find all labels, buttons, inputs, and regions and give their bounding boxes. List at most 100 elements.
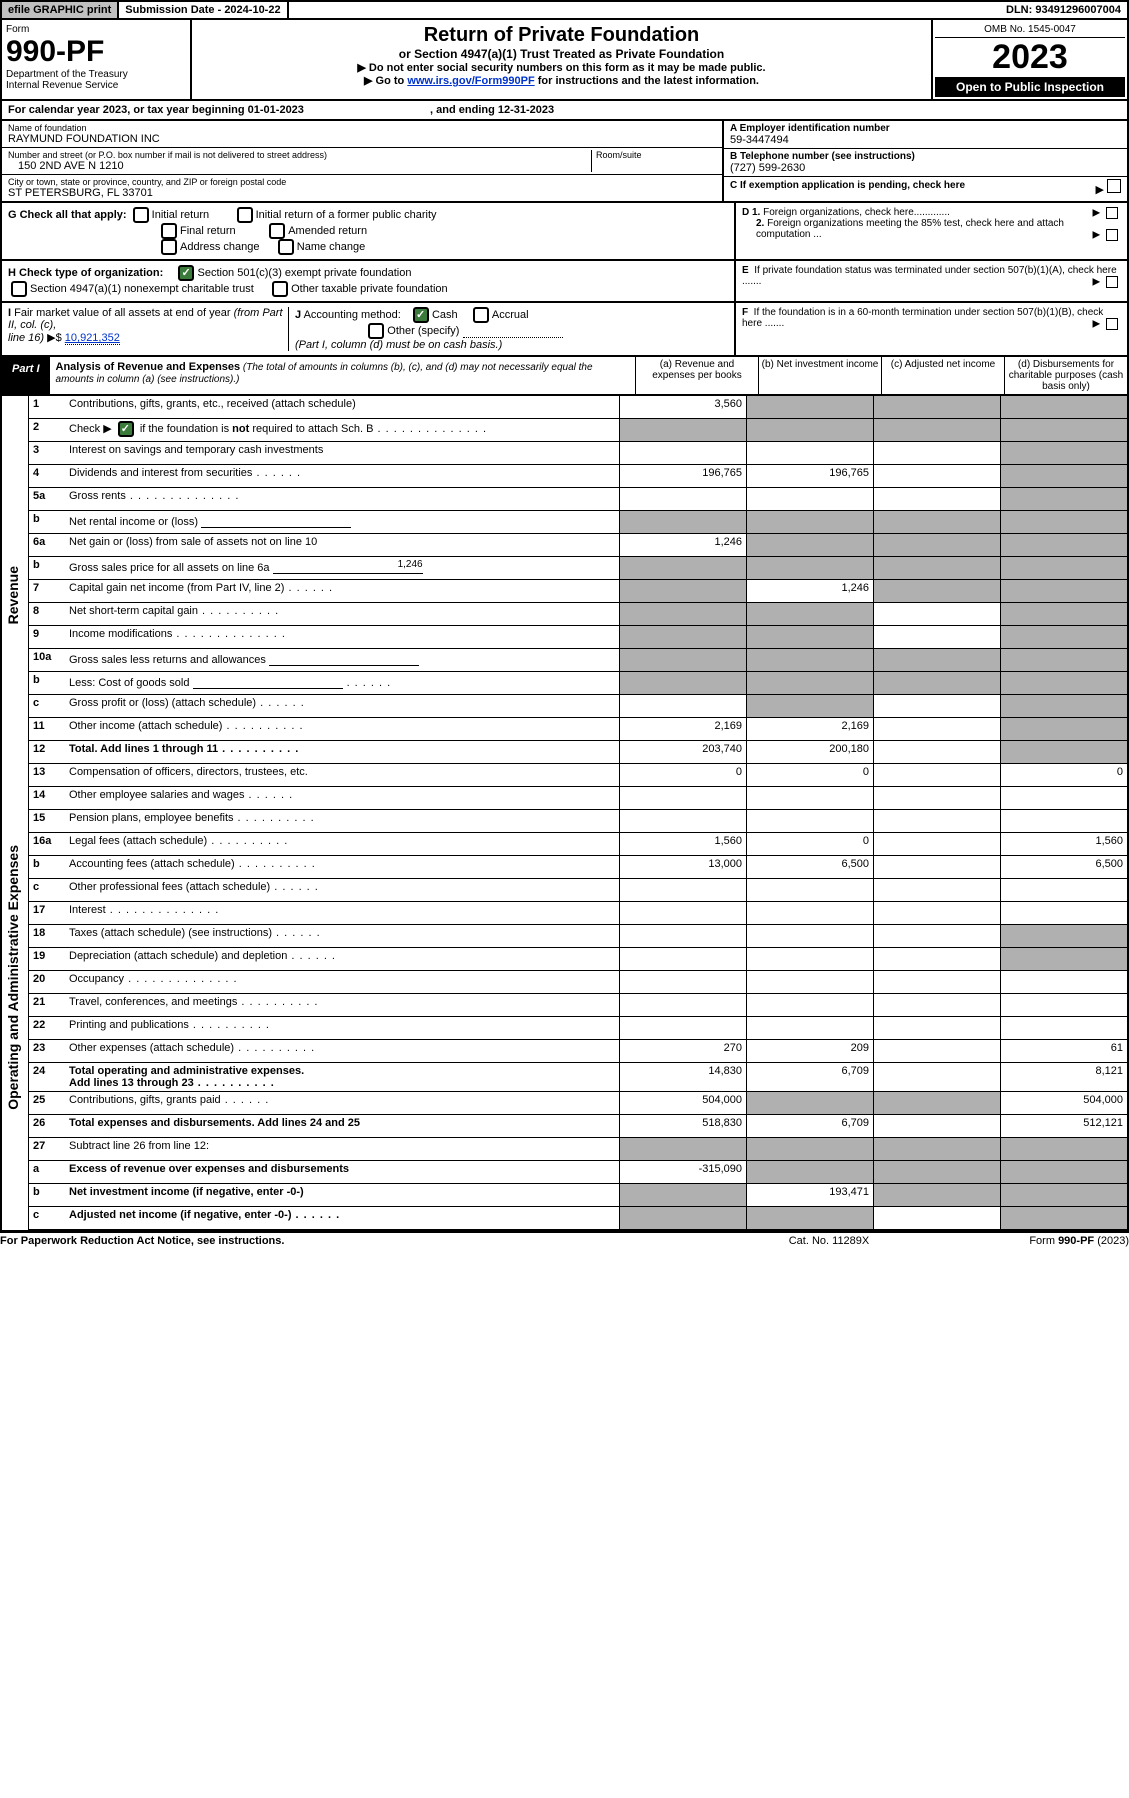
h-label: H Check type of organization: bbox=[8, 267, 163, 279]
row-number: c bbox=[29, 879, 67, 901]
cell-col-b bbox=[746, 1138, 873, 1160]
cell-col-a: 203,740 bbox=[619, 741, 746, 763]
row-description: Capital gain net income (from Part IV, l… bbox=[67, 580, 619, 602]
e-checkbox[interactable] bbox=[1106, 276, 1118, 288]
cell-col-c bbox=[873, 465, 1000, 487]
row-description: Other expenses (attach schedule) bbox=[67, 1040, 619, 1062]
efile-print[interactable]: efile GRAPHIC print bbox=[2, 2, 119, 18]
cell-col-d: 512,121 bbox=[1000, 1115, 1127, 1137]
other-method-checkbox[interactable] bbox=[368, 323, 384, 339]
amended-return-checkbox[interactable] bbox=[269, 223, 285, 239]
table-row: 13Compensation of officers, directors, t… bbox=[29, 764, 1127, 787]
cell-col-c bbox=[873, 810, 1000, 832]
f-line: F If the foundation is in a 60-month ter… bbox=[742, 307, 1121, 329]
cell-col-c bbox=[873, 603, 1000, 625]
table-row: 22Printing and publications bbox=[29, 1017, 1127, 1040]
d2-line: 2. Foreign organizations meeting the 85%… bbox=[742, 218, 1121, 240]
row-description: Interest bbox=[67, 902, 619, 924]
cell-col-d: 0 bbox=[1000, 764, 1127, 786]
cell-col-d: 8,121 bbox=[1000, 1063, 1127, 1091]
ein-value: 59-3447494 bbox=[730, 134, 1121, 146]
row-number: 11 bbox=[29, 718, 67, 740]
arrow-icon: ▶ bbox=[1093, 318, 1121, 330]
row-number: 3 bbox=[29, 442, 67, 464]
cell-col-b bbox=[746, 511, 873, 533]
row-description: Interest on savings and temporary cash i… bbox=[67, 442, 619, 464]
d1-checkbox[interactable] bbox=[1106, 207, 1118, 219]
inline-input[interactable] bbox=[201, 513, 351, 528]
row-number: b bbox=[29, 672, 67, 694]
cell-col-c bbox=[873, 1040, 1000, 1062]
cell-col-a: 196,765 bbox=[619, 465, 746, 487]
inline-input[interactable] bbox=[193, 674, 343, 689]
cell-col-b bbox=[746, 672, 873, 694]
cell-col-b: 200,180 bbox=[746, 741, 873, 763]
paperwork-notice: For Paperwork Reduction Act Notice, see … bbox=[0, 1235, 729, 1247]
city-label: City or town, state or province, country… bbox=[8, 177, 716, 187]
opt-cash: Cash bbox=[432, 309, 458, 321]
cell-col-b bbox=[746, 488, 873, 510]
cell-col-a bbox=[619, 879, 746, 901]
cell-col-c bbox=[873, 1184, 1000, 1206]
inline-input[interactable] bbox=[269, 651, 419, 666]
city-state-zip: ST PETERSBURG, FL 33701 bbox=[8, 187, 716, 199]
opt-4947: Section 4947(a)(1) nonexempt charitable … bbox=[30, 283, 254, 295]
cell-col-d bbox=[1000, 580, 1127, 602]
row-description: Subtract line 26 from line 12: bbox=[67, 1138, 619, 1160]
cell-col-b: 6,500 bbox=[746, 856, 873, 878]
cell-col-a bbox=[619, 1138, 746, 1160]
cell-col-a bbox=[619, 971, 746, 993]
row-number: 23 bbox=[29, 1040, 67, 1062]
cell-col-b bbox=[746, 695, 873, 717]
name-change-checkbox[interactable] bbox=[278, 239, 294, 255]
cell-col-a: 1,246 bbox=[619, 534, 746, 556]
final-return-checkbox[interactable] bbox=[161, 223, 177, 239]
cell-col-b: 0 bbox=[746, 833, 873, 855]
cell-col-c bbox=[873, 534, 1000, 556]
row-description: Less: Cost of goods sold bbox=[67, 672, 619, 694]
cell-col-a bbox=[619, 442, 746, 464]
initial-former-checkbox[interactable] bbox=[237, 207, 253, 223]
row-number: 2 bbox=[29, 419, 67, 441]
table-row: 2Check ▶ if the foundation is not requir… bbox=[29, 419, 1127, 442]
cell-col-d: 6,500 bbox=[1000, 856, 1127, 878]
schb-checkbox[interactable] bbox=[118, 421, 134, 437]
row-number: b bbox=[29, 1184, 67, 1206]
cell-col-b bbox=[746, 534, 873, 556]
cell-col-a bbox=[619, 994, 746, 1016]
initial-return-checkbox[interactable] bbox=[133, 207, 149, 223]
cell-col-a bbox=[619, 925, 746, 947]
4947-checkbox[interactable] bbox=[11, 281, 27, 297]
f-checkbox[interactable] bbox=[1106, 318, 1118, 330]
cell-col-d bbox=[1000, 534, 1127, 556]
accrual-checkbox[interactable] bbox=[473, 307, 489, 323]
row-number: 17 bbox=[29, 902, 67, 924]
inline-input[interactable]: 1,246 bbox=[273, 559, 423, 574]
table-row: 1Contributions, gifts, grants, etc., rec… bbox=[29, 396, 1127, 419]
cash-checkbox[interactable] bbox=[413, 307, 429, 323]
other-taxable-checkbox[interactable] bbox=[272, 281, 288, 297]
cell-col-b bbox=[746, 1092, 873, 1114]
row-number: 9 bbox=[29, 626, 67, 648]
cell-col-d bbox=[1000, 1184, 1127, 1206]
dept-treasury: Department of the Treasury bbox=[6, 69, 186, 80]
cell-col-c bbox=[873, 1092, 1000, 1114]
501c3-checkbox[interactable] bbox=[178, 265, 194, 281]
cell-col-c bbox=[873, 442, 1000, 464]
opt-accrual: Accrual bbox=[492, 309, 529, 321]
row-number: 6a bbox=[29, 534, 67, 556]
fmv-link[interactable]: 10,921,352 bbox=[65, 332, 120, 345]
cell-col-a bbox=[619, 626, 746, 648]
instructions-link[interactable]: www.irs.gov/Form990PF bbox=[407, 75, 534, 87]
cell-col-a: 270 bbox=[619, 1040, 746, 1062]
cell-col-c bbox=[873, 764, 1000, 786]
row-description: Total expenses and disbursements. Add li… bbox=[67, 1115, 619, 1137]
cell-col-a: 3,560 bbox=[619, 396, 746, 418]
cell-col-d bbox=[1000, 1138, 1127, 1160]
table-row: 4Dividends and interest from securities1… bbox=[29, 465, 1127, 488]
address-change-checkbox[interactable] bbox=[161, 239, 177, 255]
table-row: bNet investment income (if negative, ent… bbox=[29, 1184, 1127, 1207]
row-number: 15 bbox=[29, 810, 67, 832]
opt-other-taxable: Other taxable private foundation bbox=[291, 283, 448, 295]
d2-checkbox[interactable] bbox=[1106, 229, 1118, 241]
